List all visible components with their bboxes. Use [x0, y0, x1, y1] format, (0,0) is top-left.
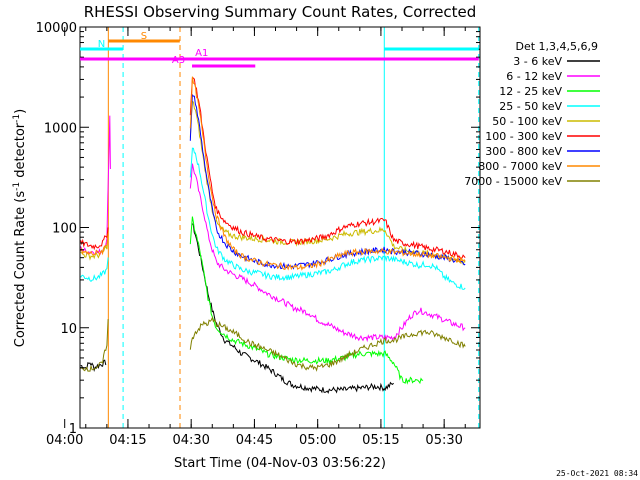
- series-line-8: [80, 316, 466, 372]
- legend-label-4: 50 - 100 keV: [492, 115, 562, 128]
- state-bar-label-4: A3: [172, 55, 185, 66]
- legend-label-5: 100 - 300 keV: [485, 130, 562, 143]
- state-bar-label-3: A1: [195, 48, 208, 59]
- y-tick-label-3: 1000: [44, 121, 77, 136]
- x-tick-label-5: 05:15: [362, 433, 399, 448]
- series-line-2: [189, 216, 424, 385]
- x-axis-label: Start Time (04-Nov-03 03:56:22): [174, 456, 386, 471]
- y-tick-label-4: 10000: [36, 21, 77, 36]
- plot-frame: [79, 26, 481, 429]
- series-line-5: [80, 77, 466, 260]
- series-line-3: [80, 147, 466, 290]
- state-bar-label-0: S: [141, 31, 147, 42]
- timestamp: 25-Oct-2021 08:34: [556, 469, 638, 478]
- legend-label-1: 6 - 12 keV: [506, 70, 562, 83]
- y-tick-label-1: 10: [60, 322, 77, 337]
- x-tick-label-1: 04:15: [109, 433, 146, 448]
- y-tick-label-0: 1: [69, 422, 77, 437]
- legend-label-2: 12 - 25 keV: [499, 85, 562, 98]
- y-tick-label-2: 100: [52, 222, 77, 237]
- legend-label-3: 25 - 50 keV: [499, 100, 562, 113]
- legend-label-0: 3 - 6 keV: [513, 55, 562, 68]
- series-line-6: [189, 93, 466, 270]
- x-tick-label-6: 05:30: [425, 433, 462, 448]
- x-tick-label-3: 04:45: [236, 433, 273, 448]
- series-line-1: [80, 115, 466, 343]
- legend-label-8: 7000 - 15000 keV: [464, 175, 562, 188]
- x-axis: 04:00 04:15 04:30 04:45 05:00 05:15 05:30: [46, 27, 466, 448]
- plot-area: [80, 27, 480, 428]
- y-axis-label: Corrected Count Rate (s-1 detector-1): [12, 109, 28, 347]
- x-tick-label-2: 04:30: [172, 433, 209, 448]
- legend-label-6: 300 - 800 keV: [485, 145, 562, 158]
- chart-title: RHESSI Observing Summary Count Rates, Co…: [84, 3, 477, 21]
- x-tick-label-0: 04:00: [46, 433, 83, 448]
- legend-label-7: 800 - 7000 keV: [478, 160, 562, 173]
- legend-header: Det 1,3,4,5,6,9: [515, 40, 598, 53]
- state-bar-label-1: N: [98, 39, 105, 50]
- y-axis: 1 10 100 1000 10000: [36, 21, 480, 437]
- series-line-0: [80, 223, 394, 394]
- series-line-4: [80, 100, 466, 266]
- series-line-7: [80, 76, 466, 271]
- x-tick-label-4: 05:00: [299, 433, 336, 448]
- legend: Det 1,3,4,5,6,9 3 - 6 keV 6 - 12 keV 12 - …: [464, 40, 600, 188]
